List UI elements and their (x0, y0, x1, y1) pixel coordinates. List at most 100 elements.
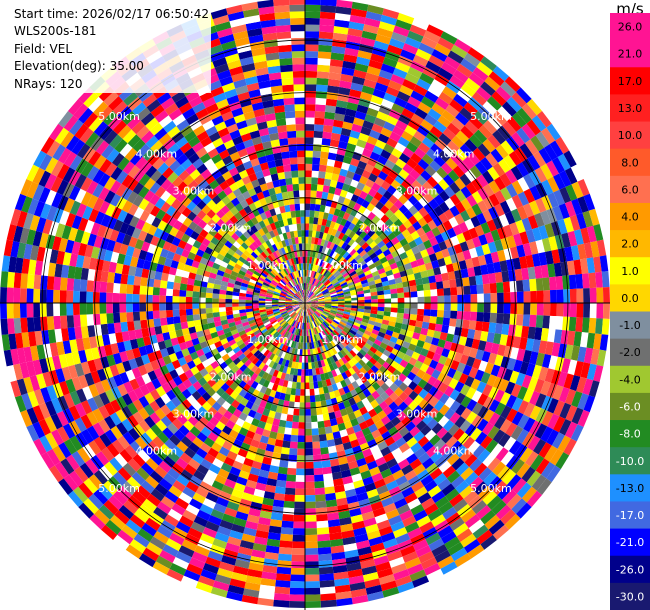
velocity-gate (222, 256, 231, 264)
velocity-gate (324, 298, 332, 301)
velocity-gate (82, 443, 96, 459)
velocity-gate (500, 405, 512, 420)
velocity-gate (305, 303, 312, 306)
velocity-gate (463, 311, 471, 321)
velocity-gate (244, 272, 252, 279)
velocity-gate (374, 82, 389, 93)
velocity-gate (499, 200, 511, 215)
velocity-gate (144, 344, 154, 355)
velocity-gate (369, 444, 381, 455)
velocity-gate (305, 297, 310, 303)
velocity-gate (171, 176, 184, 188)
velocity-gate (171, 503, 186, 516)
velocity-gate (540, 327, 549, 342)
velocity-gate (26, 407, 39, 425)
velocity-gate (293, 514, 305, 522)
velocity-gate (390, 73, 405, 85)
velocity-gate (367, 211, 376, 221)
velocity-gate (283, 433, 292, 442)
velocity-gate (379, 256, 388, 264)
velocity-gate (570, 345, 581, 361)
velocity-gate (315, 319, 321, 326)
velocity-gate (404, 557, 421, 570)
velocity-gate (469, 115, 484, 130)
velocity-gate (419, 72, 435, 85)
velocity-gate (122, 129, 137, 144)
velocity-gate (168, 266, 177, 276)
velocity-gate (541, 354, 552, 369)
velocity-gate (280, 351, 286, 359)
velocity-gate (211, 194, 222, 205)
velocity-gate (291, 428, 299, 436)
velocity-gate (227, 236, 237, 245)
velocity-gate (409, 314, 418, 321)
velocity-gate (310, 295, 317, 300)
velocity-gate (405, 248, 415, 258)
velocity-gate (316, 309, 323, 314)
velocity-gate (536, 303, 544, 316)
velocity-gate (562, 316, 570, 331)
velocity-gate (199, 442, 212, 454)
velocity-gate (344, 336, 352, 343)
velocity-gate (278, 546, 293, 555)
velocity-gate (377, 155, 388, 166)
velocity-gate (289, 289, 296, 295)
velocity-gate (370, 542, 385, 553)
velocity-gate (456, 88, 472, 103)
velocity-gate (264, 402, 273, 411)
velocity-gate (316, 281, 322, 288)
velocity-gate (267, 532, 281, 541)
velocity-gate (404, 102, 418, 114)
velocity-gate (6, 287, 14, 303)
velocity-gate (156, 501, 172, 515)
velocity-gate (317, 51, 332, 60)
velocity-gate (181, 539, 198, 552)
velocity-gate (201, 194, 212, 205)
velocity-gate (516, 291, 524, 303)
velocity-gate (150, 488, 165, 502)
velocity-gate (333, 478, 344, 487)
velocity-gate (377, 27, 394, 39)
velocity-gate (593, 256, 602, 273)
velocity-gate (308, 263, 312, 271)
velocity-gate (454, 381, 465, 393)
velocity-gate (482, 409, 495, 423)
velocity-gate (314, 311, 320, 318)
velocity-gate (450, 44, 468, 59)
velocity-gate (403, 199, 414, 210)
velocity-gate (95, 140, 110, 155)
velocity-gate (321, 260, 327, 268)
velocity-gate (69, 339, 79, 353)
velocity-gate (140, 130, 155, 144)
velocity-gate (321, 406, 329, 415)
velocity-gate (370, 94, 384, 105)
velocity-gate (290, 574, 305, 582)
velocity-gate (507, 474, 522, 490)
velocity-gate (413, 394, 424, 406)
velocity-gate (119, 283, 127, 294)
velocity-gate (337, 306, 345, 310)
velocity-gate (365, 584, 383, 595)
velocity-gate (282, 312, 289, 318)
velocity-gate (472, 236, 482, 248)
velocity-gate (166, 316, 175, 325)
velocity-gate (391, 447, 403, 459)
velocity-gate (145, 517, 161, 531)
velocity-gate (225, 395, 235, 405)
velocity-gate (192, 303, 200, 309)
velocity-gate (93, 313, 101, 326)
velocity-gate (213, 245, 222, 254)
velocity-gate (364, 303, 372, 307)
velocity-gate (278, 466, 288, 475)
velocity-gate (6, 224, 17, 241)
velocity-gate (317, 217, 323, 226)
velocity-gate (259, 584, 276, 594)
velocity-gate (151, 342, 160, 353)
velocity-gate (463, 52, 481, 67)
velocity-gate (366, 394, 376, 404)
velocity-gate (375, 386, 385, 396)
velocity-gate (253, 286, 261, 291)
velocity-gate (309, 328, 312, 336)
velocity-gate (219, 519, 234, 531)
velocity-gate (346, 454, 357, 464)
